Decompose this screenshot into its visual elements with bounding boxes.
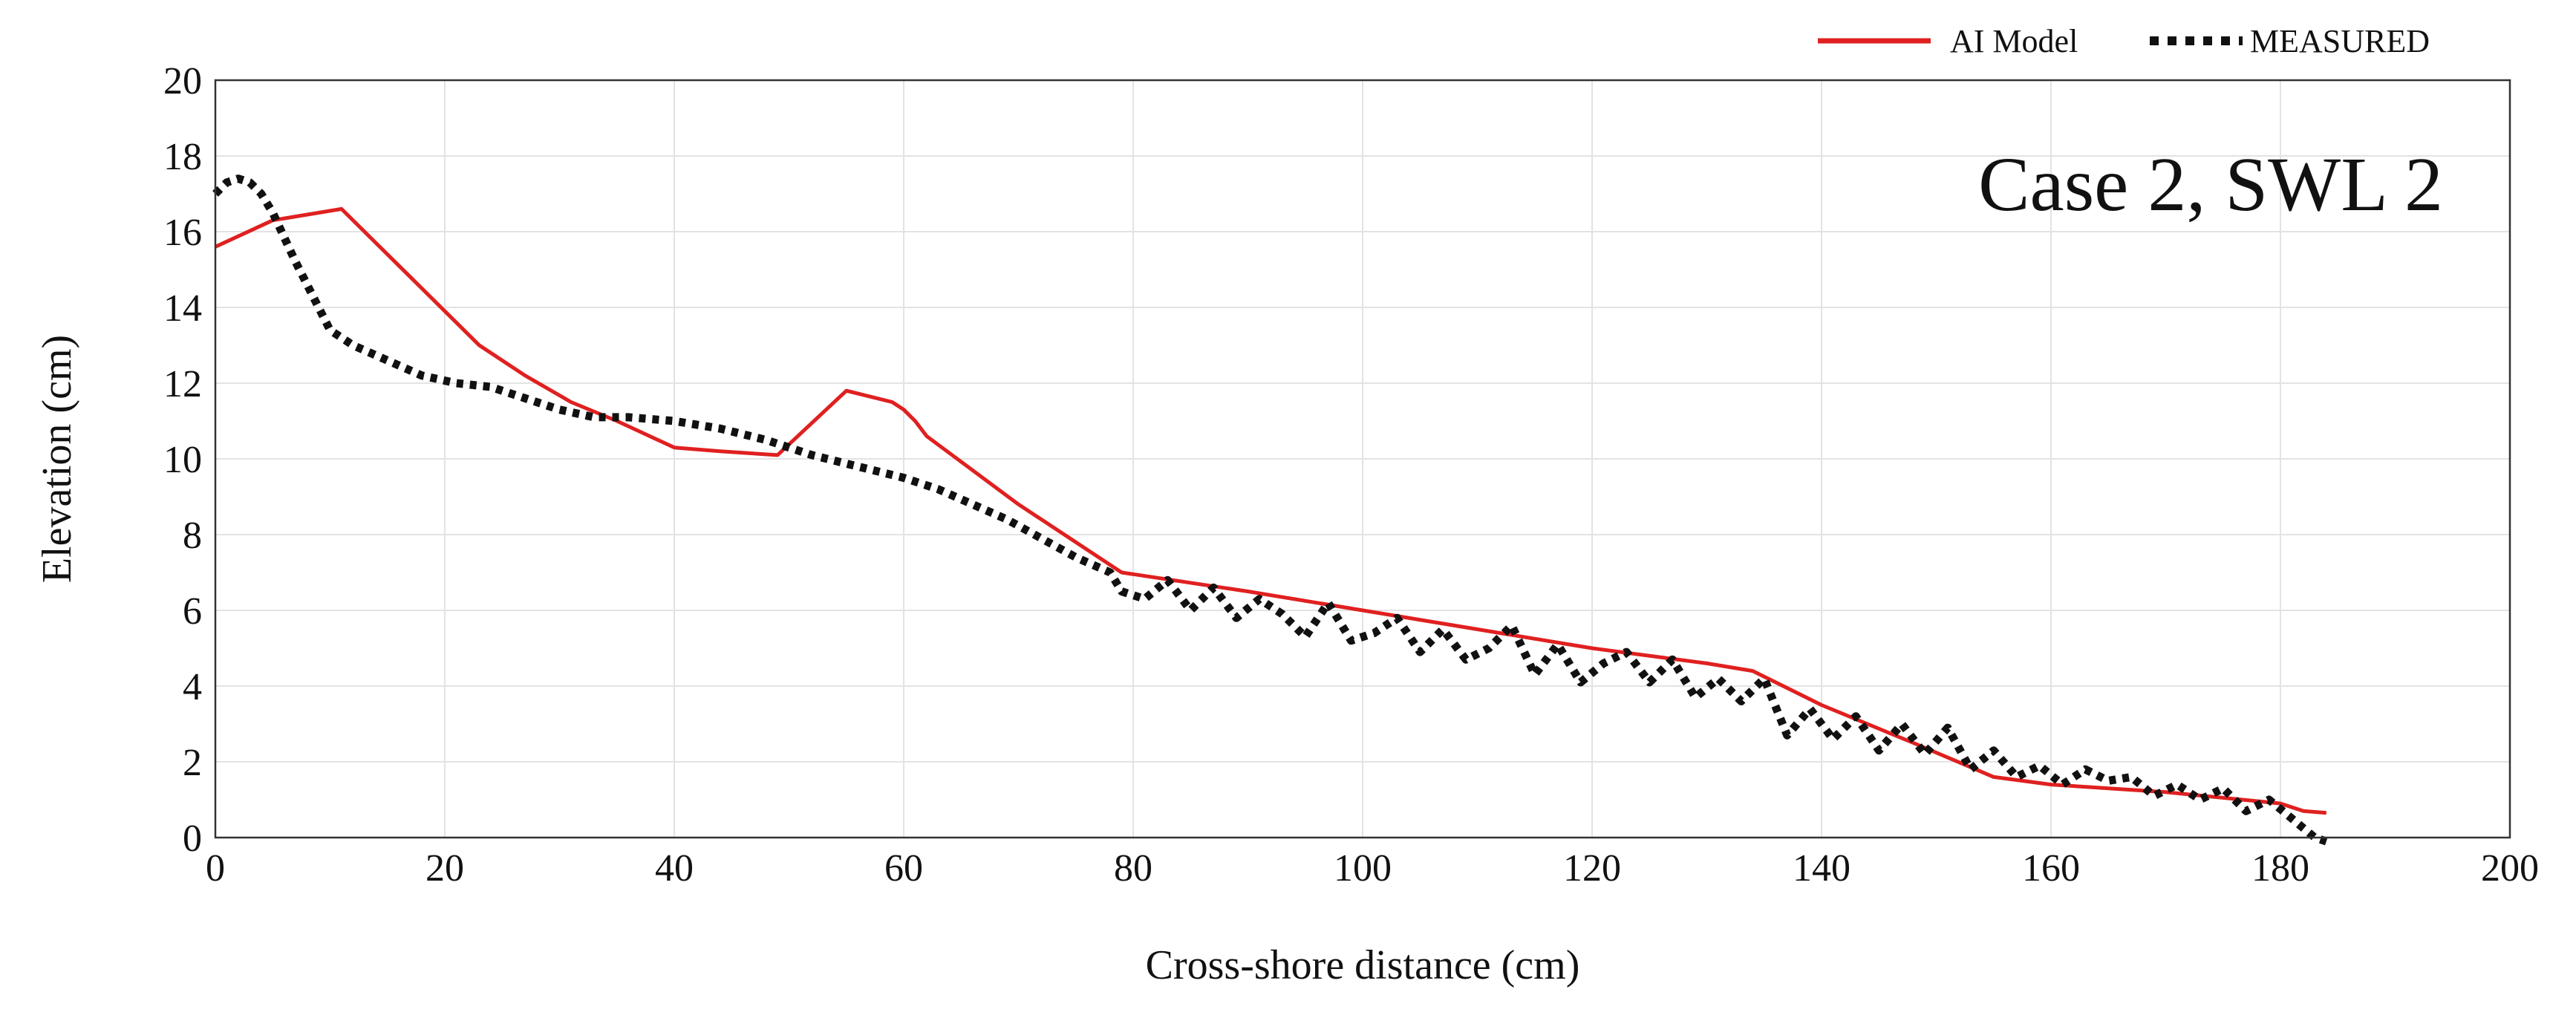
series-layer [212,174,2328,846]
series-line-ai-model [214,206,2327,815]
legend-label-measured: MEASURED [2250,23,2430,59]
x-tick-label: 160 [2022,847,2080,890]
x-tick-label: 200 [2481,847,2539,890]
series-line-measured [212,174,2328,846]
x-tick-label: 100 [1334,847,1392,890]
plot-frame [214,79,2511,839]
y-tick-label: 12 [163,363,202,405]
x-tick-label: 60 [884,847,923,890]
y-tick-label: 4 [183,666,202,708]
y-tick-label: 0 [183,818,202,860]
x-tick-label: 80 [1114,847,1152,890]
legend-label-ai-model: AI Model [1950,23,2078,59]
legend: AI Model MEASURED [1818,23,2430,59]
y-axis-title: Elevation (cm) [34,335,80,583]
x-tick-labels: 0 20 40 60 80 100 120 140 160 180 200 [206,847,2539,890]
y-tick-label: 18 [163,136,202,178]
y-tick-label: 2 [183,742,202,784]
x-tick-label: 0 [206,847,225,890]
y-tick-label: 20 [163,60,202,102]
case-annotation: Case 2, SWL 2 [1978,142,2443,227]
y-tick-label: 16 [163,212,202,254]
y-tick-label: 10 [163,439,202,481]
y-tick-label: 8 [183,515,202,557]
x-tick-label: 40 [655,847,694,890]
x-tick-label: 180 [2251,847,2309,890]
x-tick-label: 140 [1793,847,1851,890]
y-tick-labels: 0 2 4 6 8 10 12 14 16 18 20 [163,60,202,860]
x-tick-label: 20 [425,847,464,890]
y-tick-label: 14 [163,287,202,330]
y-tick-label: 6 [183,590,202,633]
x-axis-title: Cross-shore distance (cm) [1146,942,1580,988]
x-tick-label: 120 [1563,847,1621,890]
